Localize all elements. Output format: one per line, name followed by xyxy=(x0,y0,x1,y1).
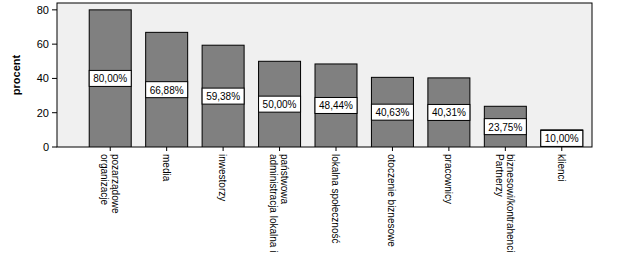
data-label-group: 66,88% xyxy=(146,82,188,98)
data-label-box xyxy=(371,104,413,120)
data-label-box xyxy=(484,119,526,135)
chart-svg: 0 20 40 60 80 procent 80,00% 66,88% 59,38% 50,00%… xyxy=(0,0,626,267)
data-label-group: 10,00% xyxy=(541,130,583,146)
bar xyxy=(371,77,413,147)
y-tick-label: 20 xyxy=(37,107,49,119)
x-tick xyxy=(223,147,224,151)
x-tick-label: pracownicy xyxy=(443,154,454,204)
data-label: 40,31% xyxy=(432,107,466,118)
x-tick-label: media xyxy=(161,154,172,182)
bar xyxy=(541,130,583,147)
plot-area xyxy=(57,3,592,147)
x-tick xyxy=(166,147,167,151)
bar xyxy=(259,61,301,147)
x-tick-label: organizacjepozarządowe xyxy=(99,154,121,214)
data-label: 23,75% xyxy=(488,122,522,133)
y-tick xyxy=(52,78,57,79)
x-tick xyxy=(279,147,280,151)
data-label-box xyxy=(259,96,301,112)
y-axis-label: procent xyxy=(10,54,22,95)
data-label-box xyxy=(541,130,583,146)
data-label-group: 40,63% xyxy=(371,104,413,120)
chart-container: 0 20 40 60 80 procent 80,00% 66,88% 59,38% 50,00%… xyxy=(0,0,626,267)
y-tick-label: 80 xyxy=(37,4,49,16)
data-label: 80,00% xyxy=(93,73,127,84)
x-tick-label: klienci xyxy=(556,154,567,182)
x-tick-label: inwestorzy xyxy=(217,154,228,201)
bar xyxy=(428,78,470,147)
y-tick xyxy=(52,112,57,113)
x-tick xyxy=(336,147,337,151)
data-label: 59,38% xyxy=(206,91,240,102)
data-label: 50,00% xyxy=(263,99,297,110)
data-label-group: 80,00% xyxy=(89,70,131,86)
y-tick xyxy=(52,44,57,45)
x-tick xyxy=(561,147,562,151)
data-label-group: 23,75% xyxy=(484,119,526,135)
bar xyxy=(315,64,357,147)
data-label-group: 50,00% xyxy=(259,96,301,112)
x-tick xyxy=(448,147,449,151)
data-label-group: 48,44% xyxy=(315,97,357,113)
data-label-box xyxy=(89,70,131,86)
data-label-group: 40,31% xyxy=(428,104,470,120)
bar xyxy=(202,45,244,147)
data-label-box xyxy=(146,82,188,98)
data-label-box xyxy=(428,104,470,120)
x-tick xyxy=(505,147,506,151)
data-label: 66,88% xyxy=(150,85,184,96)
y-tick-label: 60 xyxy=(37,38,49,50)
x-tick xyxy=(110,147,111,151)
x-tick-label: otoczenie biznesowe xyxy=(386,154,397,247)
bars xyxy=(89,10,583,147)
y-tick-label: 0 xyxy=(43,141,49,153)
x-tick-label: administracja lokalna ipaństwowa xyxy=(268,154,290,252)
y-tick xyxy=(52,147,57,148)
bar xyxy=(146,32,188,147)
data-label-box xyxy=(315,97,357,113)
x-tick xyxy=(392,147,393,151)
data-label: 48,44% xyxy=(319,100,353,111)
data-label: 40,63% xyxy=(375,107,409,118)
y-tick xyxy=(52,9,57,10)
x-tick-label: Partnerzybiznesowi/kontrahenci xyxy=(494,154,516,252)
data-label: 10,00% xyxy=(545,133,579,144)
data-label-box xyxy=(202,88,244,104)
bar xyxy=(484,106,526,147)
y-tick-label: 40 xyxy=(37,72,49,84)
data-label-group: 59,38% xyxy=(202,88,244,104)
x-tick-label: lokalna społeczność xyxy=(330,154,341,244)
bar xyxy=(89,10,131,147)
